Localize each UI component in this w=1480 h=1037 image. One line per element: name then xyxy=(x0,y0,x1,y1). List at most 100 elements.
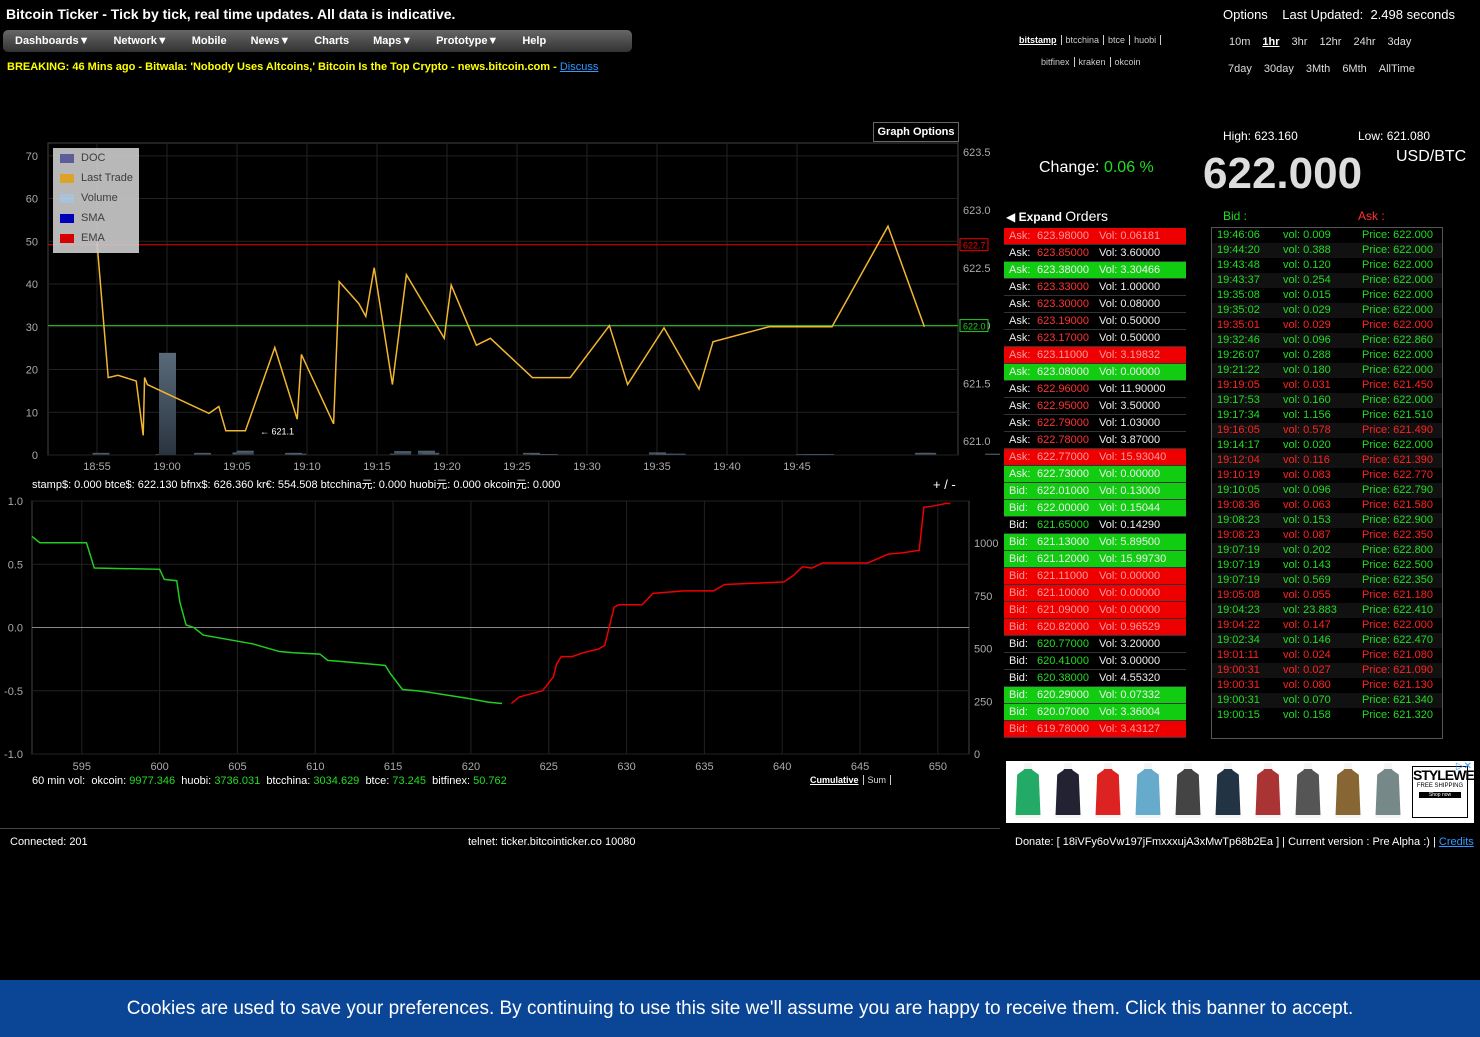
order-book-row[interactable]: Ask: 623.08000 Vol: 0.00000 xyxy=(1004,364,1186,381)
exchange-btcchina[interactable]: btcchina xyxy=(1062,35,1105,45)
timeframe-1hr[interactable]: 1hr xyxy=(1262,36,1280,48)
ad-product-image[interactable] xyxy=(1055,763,1081,819)
exchange-btce[interactable]: btce xyxy=(1104,35,1131,45)
nav-network[interactable]: Network▼ xyxy=(113,35,168,47)
order-book-row[interactable]: Ask: 623.17000 Vol: 0.50000 xyxy=(1004,330,1186,347)
exchange-huobi[interactable]: huobi xyxy=(1130,35,1162,45)
exchange-kraken[interactable]: kraken xyxy=(1075,57,1111,67)
order-book-row[interactable]: Bid: 619.78000 Vol: 3.43127 xyxy=(1004,721,1186,738)
order-book-row[interactable]: Ask: 623.33000 Vol: 1.00000 xyxy=(1004,279,1186,296)
timeframe-30day[interactable]: 30day xyxy=(1263,63,1294,75)
depth-chart[interactable]: 595 600 605 610 615 620 625 630 635 640 645 650 1.0 0… xyxy=(0,492,1000,774)
timeframe-alltime[interactable]: AllTime xyxy=(1378,63,1416,75)
order-book-row[interactable]: Ask: 623.11000 Vol: 3.19832 xyxy=(1004,347,1186,364)
order-book-row[interactable]: Bid: 621.10000 Vol: 0.00000 xyxy=(1004,585,1186,602)
order-book-row[interactable]: Bid: 620.77000 Vol: 3.20000 xyxy=(1004,636,1186,653)
order-book-row[interactable]: Ask: 622.78000 Vol: 3.87000 xyxy=(1004,432,1186,449)
order-book-row[interactable]: Bid: 622.01000 Vol: 0.13000 xyxy=(1004,483,1186,500)
graph-options-button[interactable]: Graph Options xyxy=(873,122,959,142)
order-book-row[interactable]: Bid: 620.41000 Vol: 3.00000 xyxy=(1004,653,1186,670)
discuss-link[interactable]: Discuss xyxy=(559,61,599,73)
advertisement-banner[interactable]: STYLEWE FREE SHIPPING Shop now ▷✕ xyxy=(1006,761,1475,823)
order-book-row[interactable]: Ask: 622.95000 Vol: 3.50000 xyxy=(1004,398,1186,415)
order-book-row[interactable]: Bid: 622.00000 Vol: 0.15044 xyxy=(1004,500,1186,517)
vol-btce-label: btce: xyxy=(365,775,390,787)
order-book-row[interactable]: Ask: 622.79000 Vol: 1.03000 xyxy=(1004,415,1186,432)
exchange-prices: stamp$: 0.000 btce$: 622.130 bfnx$: 626.… xyxy=(32,479,561,491)
trade-volume: vol: 0.288 xyxy=(1283,349,1331,361)
timeframe-24hr[interactable]: 24hr xyxy=(1353,36,1376,48)
legend-item-volume[interactable]: Volume xyxy=(53,188,139,208)
ad-product-image[interactable] xyxy=(1255,763,1281,819)
legend-item-doc[interactable]: DOC xyxy=(53,148,139,168)
order-book-row[interactable]: Bid: 620.29000 Vol: 0.07332 xyxy=(1004,687,1186,704)
nav-prototype[interactable]: Prototype▼ xyxy=(436,35,499,47)
exchange-bitstamp[interactable]: bitstamp xyxy=(1015,35,1062,45)
ad-product-image[interactable] xyxy=(1215,763,1241,819)
order-book-row[interactable]: Bid: 620.38000 Vol: 4.55320 xyxy=(1004,670,1186,687)
order-price: 622.79000 xyxy=(1037,417,1089,429)
legend-item-sma[interactable]: SMA xyxy=(53,208,139,228)
tab-cumulative[interactable]: Cumulative xyxy=(806,775,864,785)
chart-legend[interactable]: DOC Last Trade Volume SMA EMA xyxy=(53,148,139,253)
order-book-row[interactable]: Bid: 621.13000 Vol: 5.89500 xyxy=(1004,534,1186,551)
depth-y-left-label: 0.5 xyxy=(8,559,23,571)
nav-dashboards[interactable]: Dashboards▼ xyxy=(15,35,90,47)
ad-product-image[interactable] xyxy=(1175,763,1201,819)
ad-shop-button[interactable]: Shop now xyxy=(1419,792,1461,798)
tab-sum[interactable]: Sum xyxy=(864,775,892,785)
order-book-row[interactable]: Ask: 623.85000 Vol: 3.60000 xyxy=(1004,245,1186,262)
order-book-row[interactable]: Bid: 620.07000 Vol: 3.36004 xyxy=(1004,704,1186,721)
nav-mobile[interactable]: Mobile xyxy=(191,35,227,47)
x-tick-label: 19:30 xyxy=(573,461,601,473)
order-book-row[interactable]: Ask: 622.73000 Vol: 0.00000 xyxy=(1004,466,1186,483)
nav-news[interactable]: News▼ xyxy=(250,35,291,47)
trade-price: Price: 621.090 xyxy=(1362,664,1433,676)
order-volume: Vol: 3.43127 xyxy=(1099,723,1161,735)
ad-close-icon[interactable]: ▷✕ xyxy=(1455,761,1472,772)
ad-product-image[interactable] xyxy=(1095,763,1121,819)
legend-item-ema[interactable]: EMA xyxy=(53,228,139,248)
y-right-tick-label: 621.0 xyxy=(963,436,991,448)
timeframe-7day[interactable]: 7day xyxy=(1228,63,1252,75)
ad-product-image[interactable] xyxy=(1375,763,1401,819)
nav-charts[interactable]: Charts xyxy=(314,35,350,47)
order-book-row[interactable]: Bid: 621.11000 Vol: 0.00000 xyxy=(1004,568,1186,585)
order-price: 621.12000 xyxy=(1037,553,1089,565)
options-link[interactable]: Options xyxy=(1223,7,1268,22)
exchange-okcoin[interactable]: okcoin xyxy=(1114,57,1141,67)
order-book-row[interactable]: Ask: 623.30000 Vol: 0.08000 xyxy=(1004,296,1186,313)
order-book-row[interactable]: Bid: 620.82000 Vol: 0.96529 xyxy=(1004,619,1186,636)
y-left-tick-label: 10 xyxy=(26,407,38,419)
nav-maps[interactable]: Maps▼ xyxy=(373,35,413,47)
order-price: 623.33000 xyxy=(1037,281,1089,293)
credits-link[interactable]: Credits xyxy=(1438,836,1474,848)
price-chart[interactable]: 18:55 19:00 19:05 19:10 19:15 19:20 19:25 19:30… xyxy=(10,140,1000,475)
timeframe-3mth[interactable]: 3Mth xyxy=(1305,63,1331,75)
timeframe-6mth[interactable]: 6Mth xyxy=(1342,63,1367,75)
order-book-row[interactable]: Ask: 622.96000 Vol: 11.90000 xyxy=(1004,381,1186,398)
ad-product-image[interactable] xyxy=(1295,763,1321,819)
ad-product-image[interactable] xyxy=(1015,763,1041,819)
order-book-row[interactable]: Ask: 623.98000 Vol: 0.06181 xyxy=(1004,228,1186,245)
expand-orders-button[interactable]: ◀ Expand xyxy=(1006,210,1062,224)
nav-help[interactable]: Help xyxy=(522,35,547,47)
order-price: 623.08000 xyxy=(1037,366,1089,378)
ad-product-image[interactable] xyxy=(1335,763,1361,819)
order-book-row[interactable]: Bid: 621.09000 Vol: 0.00000 xyxy=(1004,602,1186,619)
order-side: Ask: xyxy=(1009,349,1031,361)
ad-product-image[interactable] xyxy=(1135,763,1161,819)
cookie-banner[interactable]: Cookies are used to save your preference… xyxy=(0,980,1480,1037)
zoom-toggle[interactable]: + / - xyxy=(933,477,956,492)
timeframe-10m[interactable]: 10m xyxy=(1229,36,1251,48)
timeframe-3day[interactable]: 3day xyxy=(1387,36,1412,48)
order-book-row[interactable]: Bid: 621.12000 Vol: 15.99730 xyxy=(1004,551,1186,568)
exchange-bitfinex[interactable]: bitfinex xyxy=(1037,57,1075,67)
timeframe-12hr[interactable]: 12hr xyxy=(1319,36,1342,48)
order-book-row[interactable]: Ask: 622.77000 Vol: 15.93040 xyxy=(1004,449,1186,466)
timeframe-3hr[interactable]: 3hr xyxy=(1291,36,1308,48)
order-book-row[interactable]: Ask: 623.19000 Vol: 0.50000 xyxy=(1004,313,1186,330)
legend-item-last-trade[interactable]: Last Trade xyxy=(53,168,139,188)
order-book-row[interactable]: Ask: 623.38000 Vol: 3.30466 xyxy=(1004,262,1186,279)
order-book-row[interactable]: Bid: 621.65000 Vol: 0.14290 xyxy=(1004,517,1186,534)
